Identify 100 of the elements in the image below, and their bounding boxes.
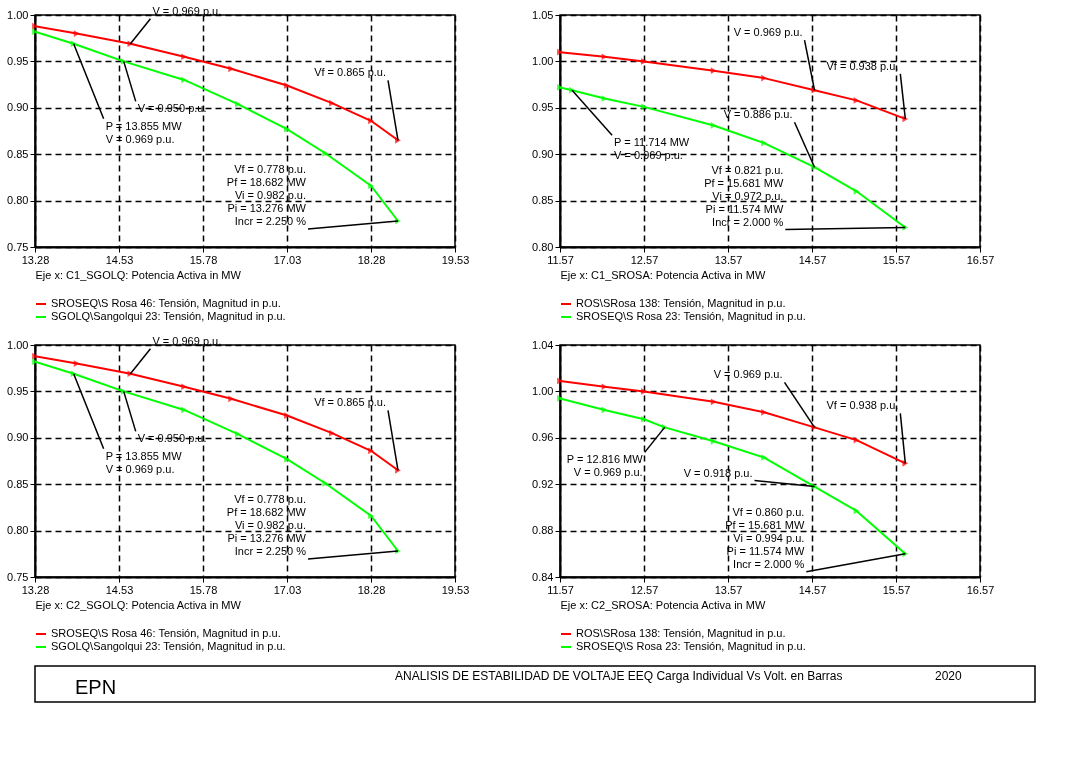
x-tick-label: 19.53 <box>441 253 470 266</box>
x-axis-title: Eje x: C1_SGOLQ: Potencia Activa in MW <box>35 268 242 281</box>
annotation: Vf = 0.860 p.u. Pf = 15.681 MW Vi = 0.994 p.u. Pi = 11.574 MW Incr = 2.000 % <box>725 505 805 570</box>
y-tick-label: 0.88 <box>532 524 554 537</box>
annotation: Vf = 0.938 p.u. <box>826 399 899 412</box>
point <box>181 383 188 391</box>
point <box>32 358 38 366</box>
point <box>284 125 290 133</box>
x-tick-label: 18.28 <box>357 253 386 266</box>
legend-label: SROSEQ\S Rosa 23: Tensión, Magnitud in p.u. <box>576 310 806 322</box>
point <box>761 74 768 82</box>
x-tick-label: 11.57 <box>547 253 574 266</box>
point <box>181 406 188 414</box>
x-tick-label: 13.57 <box>714 253 743 266</box>
x-tick-label: 12.57 <box>630 583 659 596</box>
x-tick-label: 13.28 <box>21 583 50 596</box>
x-tick-label: 14.53 <box>105 253 134 266</box>
y-tick-label: 0.84 <box>532 570 554 583</box>
y-tick-label: 0.85 <box>7 147 29 160</box>
point <box>761 454 768 461</box>
point <box>284 412 290 419</box>
y-tick-label: 1.00 <box>532 54 554 67</box>
point <box>641 388 647 395</box>
point <box>235 430 241 438</box>
point <box>228 65 235 73</box>
annotation: Vf = 0.938 p.u. <box>826 59 899 72</box>
x-tick-label: 14.57 <box>798 583 827 596</box>
y-tick-label: 0.80 <box>7 194 29 207</box>
y-tick-label: 0.85 <box>7 477 29 490</box>
point <box>368 512 374 520</box>
y-tick-label: 1.00 <box>532 384 554 397</box>
point <box>710 122 717 129</box>
x-tick-label: 16.57 <box>966 253 995 266</box>
point <box>368 117 374 125</box>
x-axis-title: Eje x: C1_SROSA: Potencia Activa in MW <box>560 268 766 281</box>
x-axis-title: Eje x: C2_SGOLQ: Potencia Activa in MW <box>35 598 242 611</box>
x-tick-label: 17.03 <box>273 253 302 266</box>
legend-label: SGOLQ\Sangolqui 23: Tensión, Magnitud in p.u. <box>51 310 286 322</box>
y-tick-label: 1.00 <box>7 8 29 21</box>
y-tick-label: 0.80 <box>532 240 554 253</box>
point <box>228 395 235 403</box>
y-tick-label: 1.05 <box>532 8 554 21</box>
point <box>557 377 563 385</box>
point <box>181 76 188 84</box>
y-tick-label: 1.00 <box>7 338 29 351</box>
point <box>557 48 563 56</box>
legend-label: SGOLQ\Sangolqui 23: Tensión, Magnitud in p.u. <box>51 640 286 652</box>
point <box>569 86 575 94</box>
annotation: V = 0.969 p.u. <box>152 334 222 347</box>
point <box>557 395 563 402</box>
y-tick-label: 0.90 <box>7 101 29 114</box>
annotation: V = 0.918 p.u. <box>683 466 753 479</box>
legend-label: SROSEQ\S Rosa 46: Tensión, Magnitud in p.u. <box>51 297 281 309</box>
legend-label: ROS\SRosa 138: Tensión, Magnitud in p.u. <box>576 627 786 639</box>
x-tick-label: 14.57 <box>798 253 827 266</box>
legend-label: ROS\SRosa 138: Tensión, Magnitud in p.u. <box>576 297 786 309</box>
point <box>557 84 563 91</box>
x-tick-label: 18.28 <box>357 583 386 596</box>
point <box>284 455 290 463</box>
point <box>710 67 717 75</box>
point <box>641 103 647 111</box>
x-tick-label: 17.03 <box>273 583 302 596</box>
x-tick-label: 15.57 <box>882 583 911 596</box>
y-tick-label: 0.95 <box>7 384 29 397</box>
x-tick-label: 11.57 <box>547 583 574 596</box>
point <box>368 447 374 455</box>
point <box>368 182 374 190</box>
point <box>761 139 768 147</box>
point <box>284 82 290 89</box>
annotation: V = 0.969 p.u. <box>152 4 222 17</box>
text: ANALISIS DE ESTABILIDAD DE VOLTAJE EEQ Carga Individual Vs Volt. en Barras <box>395 669 843 683</box>
point <box>329 99 335 107</box>
y-tick-label: 0.85 <box>532 194 554 207</box>
annotation: V = 0.969 p.u. <box>733 26 803 39</box>
point <box>710 398 717 406</box>
annotation: V = 0.969 p.u. <box>713 368 783 381</box>
y-tick-label: 0.92 <box>532 477 554 490</box>
y-tick-label: 0.75 <box>7 240 29 253</box>
annotation: P = 12.816 MW V = 0.969 p.u. <box>566 453 644 479</box>
annotation: Vf = 0.865 p.u. <box>314 66 387 79</box>
x-tick-label: 13.57 <box>714 583 743 596</box>
y-tick-label: 1.04 <box>532 338 554 351</box>
point <box>641 58 647 65</box>
point <box>181 53 188 61</box>
text: EPN <box>75 676 117 698</box>
legend-label: SROSEQ\S Rosa 23: Tensión, Magnitud in p.u. <box>576 640 806 652</box>
x-tick-label: 15.78 <box>189 583 218 596</box>
y-tick-label: 0.90 <box>7 431 29 444</box>
point <box>761 408 768 416</box>
point <box>32 28 38 36</box>
x-axis-title: Eje x: C2_SROSA: Potencia Activa in MW <box>560 598 766 611</box>
point <box>322 479 329 487</box>
point <box>710 437 717 445</box>
y-tick-label: 0.90 <box>532 147 554 160</box>
point <box>32 352 38 360</box>
point <box>32 22 38 30</box>
point <box>641 415 647 423</box>
text: 2020 <box>935 669 963 683</box>
annotation: Vf = 0.865 p.u. <box>314 396 387 409</box>
x-tick-label: 19.53 <box>441 583 470 596</box>
